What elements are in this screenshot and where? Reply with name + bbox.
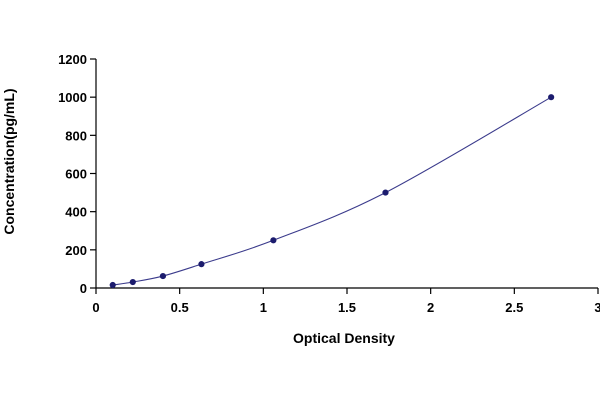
y-tick-label: 0 — [80, 281, 87, 296]
data-point — [109, 281, 116, 289]
y-tick-label: 200 — [65, 243, 87, 258]
data-point — [382, 189, 389, 196]
x-tick-label: 2 — [427, 300, 434, 315]
y-tick-label: 1000 — [58, 90, 87, 105]
data-point — [129, 278, 136, 286]
x-axis-ticks: 0 0.5 1 1.5 2 2.5 3 — [92, 288, 600, 315]
data-point — [198, 261, 205, 268]
x-tick-label: 0 — [92, 300, 99, 315]
x-tick-label: 1 — [260, 300, 267, 315]
data-point — [548, 94, 555, 101]
fitted-curve — [112, 96, 552, 286]
data-point — [270, 237, 277, 244]
y-tick-label: 400 — [65, 205, 87, 220]
data-point — [159, 272, 167, 280]
x-tick-label: 2.5 — [505, 300, 523, 315]
data-points — [109, 94, 555, 289]
y-axis-ticks: 0 200 400 600 800 1000 1200 — [58, 52, 96, 296]
x-tick-label: 3 — [594, 300, 600, 315]
y-tick-label: 600 — [65, 167, 87, 182]
x-axis-title: Optical Density — [293, 330, 395, 346]
x-tick-label: 1.5 — [338, 300, 356, 315]
y-tick-label: 800 — [65, 128, 87, 143]
y-axis-title: Concentration(pg/mL) — [1, 88, 17, 234]
y-tick-label: 1200 — [58, 52, 87, 67]
x-tick-label: 0.5 — [171, 300, 189, 315]
